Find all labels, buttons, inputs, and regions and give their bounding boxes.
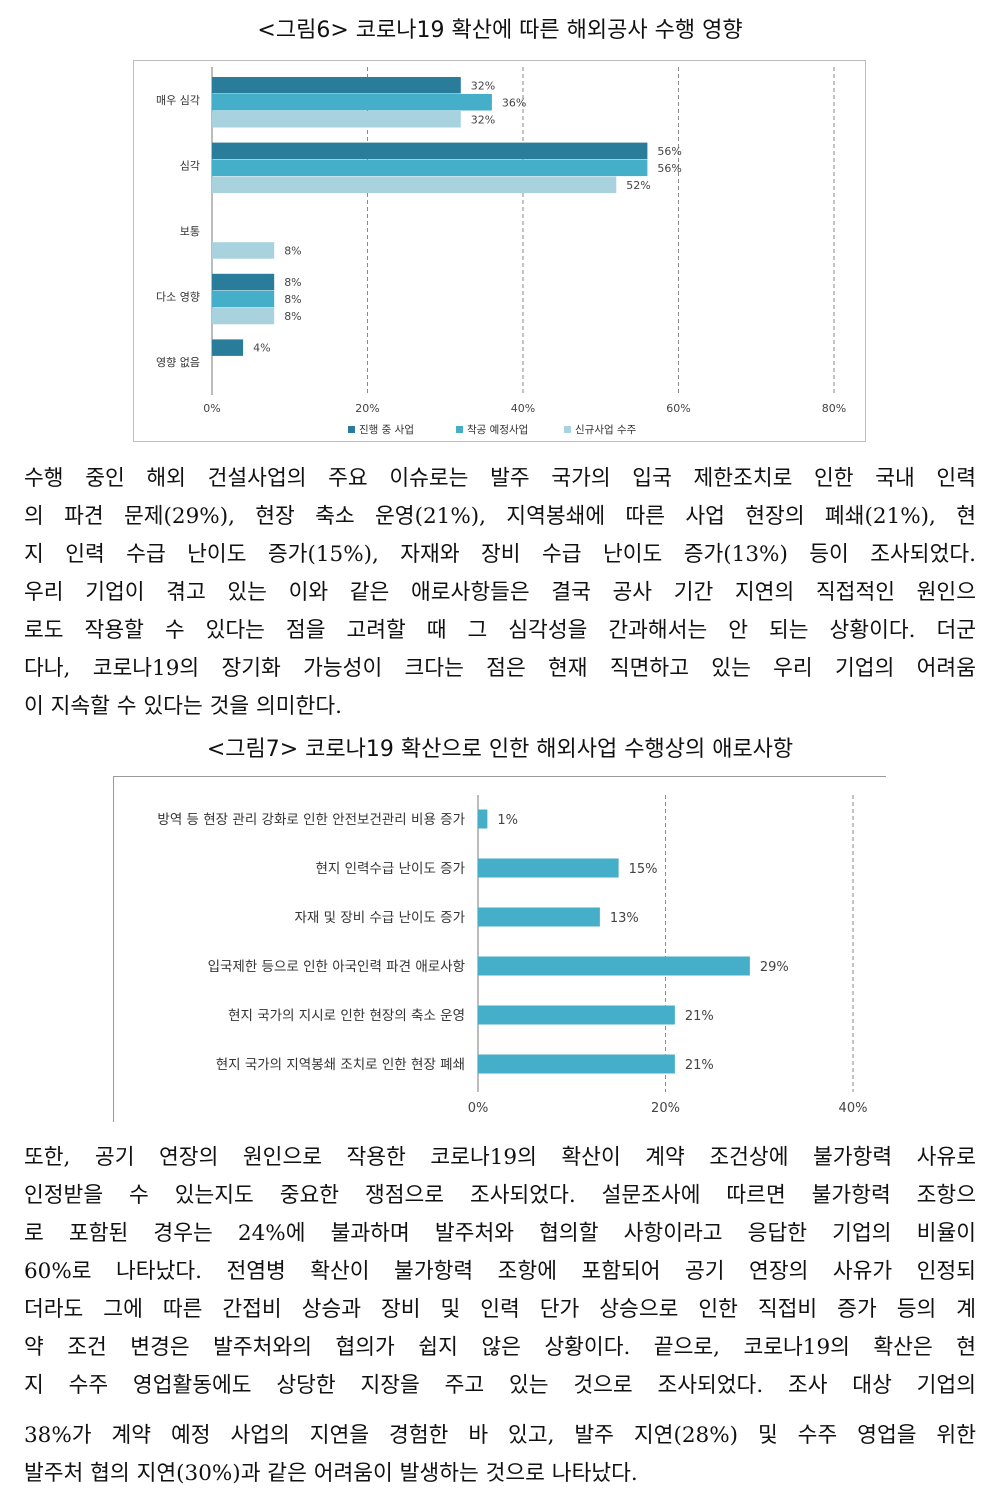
fig6-legend-swatch: [564, 426, 571, 433]
fig6-tick-label: 80%: [822, 402, 846, 415]
fig7-tick-label: 0%: [468, 1101, 489, 1116]
paragraph2-line: 또한, 공기 연장의 원인으로 작용한 코로나19의 확산이 계약 조건상에 불…: [24, 1145, 976, 1170]
fig7-category-label: 자재 및 장비 수급 난이도 증가: [295, 910, 466, 926]
fig6-data-label: 8%: [284, 244, 301, 257]
paragraph2-line: 38%가 계약 예정 사업의 지연을 경험한 바 있고, 발주 지연(28%) …: [24, 1423, 976, 1448]
fig7-data-label: 1%: [497, 813, 518, 828]
fig7-category-label: 현지 인력수급 난이도 증가: [316, 861, 466, 877]
paragraph1-line: 다나, 코로나19의 장기화 가능성이 크다는 점은 현재 직면하고 있는 우리…: [24, 656, 976, 681]
paragraph1-line: 의 파견 문제(29%), 현장 축소 운영(21%), 지역봉쇄에 따른 사업…: [24, 504, 976, 529]
figure6-chart: 0% 20% 40% 60% 80% 매우 심각 32% 36% 32% 심각 56% 56% 52% 보…: [133, 60, 866, 442]
fig6-data-label: 4%: [253, 342, 270, 355]
fig6-bar: [212, 142, 648, 160]
fig7-data-label: 21%: [685, 1009, 714, 1024]
fig7-data-label: 21%: [685, 1058, 714, 1073]
figure6-caption: <그림6> 코로나19 확산에 따른 해외공사 수행 영향: [257, 18, 743, 43]
paragraph1-line: 이 지속할 수 있다는 것을 의미한다.: [24, 694, 342, 719]
fig7-bar: [478, 858, 619, 878]
fig6-tick-label: 20%: [355, 402, 379, 415]
figure6-svg: 0% 20% 40% 60% 80% 매우 심각 32% 36% 32% 심각 56% 56% 52% 보…: [156, 67, 846, 436]
paragraph2-line: 발주처 협의 지연(30%)과 같은 어려움이 발생하는 것으로 나타났다.: [24, 1461, 638, 1486]
fig6-legend-swatch: [456, 426, 463, 433]
fig7-data-label: 29%: [760, 960, 789, 975]
fig6-data-label: 56%: [657, 145, 681, 158]
fig7-category-label: 방역 등 현장 관리 강화로 인한 안전보건관리 비용 증가: [157, 812, 465, 828]
fig6-category-label: 심각: [180, 159, 200, 172]
figure7-svg: 0% 20% 40% 방역 등 현장 관리 강화로 인한 안전보건관리 비용 증가 1%…: [157, 795, 868, 1116]
fig6-data-label: 32%: [471, 79, 495, 92]
fig7-bar: [478, 956, 750, 976]
fig6-data-label: 52%: [626, 179, 650, 192]
fig6-bar: [212, 159, 648, 177]
paragraph2-line: 인정받을 수 있는지도 중요한 쟁점으로 조사되었다. 설문조사에 따르면 불가…: [24, 1183, 976, 1208]
fig6-data-label: 36%: [502, 96, 526, 109]
fig6-tick-label: 0%: [203, 402, 220, 415]
fig6-bar: [212, 77, 461, 94]
fig7-category-label: 입국제한 등으로 인한 아국인력 파견 애로사항: [208, 959, 465, 975]
paragraph2-line: 지 수주 영업활동에도 상당한 지장을 주고 있는 것으로 조사되었다. 조사 …: [24, 1373, 976, 1398]
fig6-category-label: 매우 심각: [156, 94, 200, 107]
paragraph1-line: 우리 기업이 겪고 있는 이와 같은 애로사항들은 결국 공사 기간 지연의 직…: [24, 580, 976, 605]
figure7-caption: <그림7> 코로나19 확산으로 인한 해외사업 수행상의 애로사항: [206, 737, 794, 762]
fig7-bar: [478, 1005, 675, 1025]
fig7-data-label: 15%: [629, 862, 658, 877]
fig7-data-label: 13%: [610, 911, 639, 926]
paragraph2-line: 약 조건 변경은 발주처와의 협의가 쉽지 않은 상황이다. 끝으로, 코로나1…: [24, 1335, 976, 1360]
fig7-bar: [478, 1054, 675, 1074]
paragraph2-line: 로 포함된 경우는 24%에 불과하며 발주처와 협의할 사항이라고 응답한 기…: [24, 1221, 976, 1246]
fig6-tick-label: 40%: [511, 402, 535, 415]
figure7-chart: 0% 20% 40% 방역 등 현장 관리 강화로 인한 안전보건관리 비용 증가 1%…: [113, 776, 886, 1122]
fig6-data-label: 56%: [657, 162, 681, 175]
fig6-data-label: 8%: [284, 293, 301, 306]
fig6-data-label: 32%: [471, 113, 495, 126]
fig6-tick-label: 60%: [666, 402, 690, 415]
fig6-legend-label: 신규사업 수주: [575, 423, 637, 436]
fig6-bar: [212, 339, 244, 356]
paragraph1-line: 로도 작용할 수 있다는 점을 고려할 때 그 심각성을 간과해서는 안 되는 …: [24, 618, 976, 643]
paragraph1-line: 수행 중인 해외 건설사업의 주요 이슈로는 발주 국가의 입국 제한조치로 인…: [24, 466, 976, 491]
fig6-bar: [212, 307, 275, 325]
paragraph2-line: 60%로 나타났다. 전염병 확산이 불가항력 조항에 포함되어 공기 연장의 …: [24, 1259, 976, 1284]
fig6-bar: [212, 290, 275, 308]
fig6-bar: [212, 273, 275, 291]
fig6-bar: [212, 94, 492, 111]
fig6-bar: [212, 111, 461, 128]
fig6-data-label: 8%: [284, 276, 301, 289]
fig6-bar: [212, 176, 617, 194]
fig6-bar: [212, 242, 275, 259]
paragraph1-line: 지 인력 수급 난이도 증가(15%), 자재와 장비 수급 난이도 증가(13…: [24, 542, 976, 567]
fig7-category-label: 현지 국가의 지역봉쇄 조치로 인한 현장 폐쇄: [216, 1057, 465, 1073]
fig6-category-label: 보통: [180, 225, 200, 238]
fig6-legend-label: 착공 예정사업: [467, 423, 528, 436]
fig7-category-label: 현지 국가의 지시로 인한 현장의 축소 운영: [228, 1008, 465, 1024]
fig6-category-label: 영향 없음: [156, 356, 200, 369]
fig7-tick-label: 20%: [651, 1101, 680, 1116]
fig7-tick-label: 40%: [839, 1101, 868, 1116]
fig6-legend-swatch: [348, 426, 355, 433]
fig7-bar: [478, 809, 488, 829]
fig7-bar: [478, 907, 600, 927]
fig6-data-label: 8%: [284, 310, 301, 323]
paragraph2-line: 더라도 그에 따른 간접비 상승과 장비 및 인력 단가 상승으로 인한 직접비…: [24, 1297, 976, 1322]
fig6-legend-label: 진행 중 사업: [359, 423, 414, 436]
fig6-category-label: 다소 영향: [156, 291, 200, 304]
